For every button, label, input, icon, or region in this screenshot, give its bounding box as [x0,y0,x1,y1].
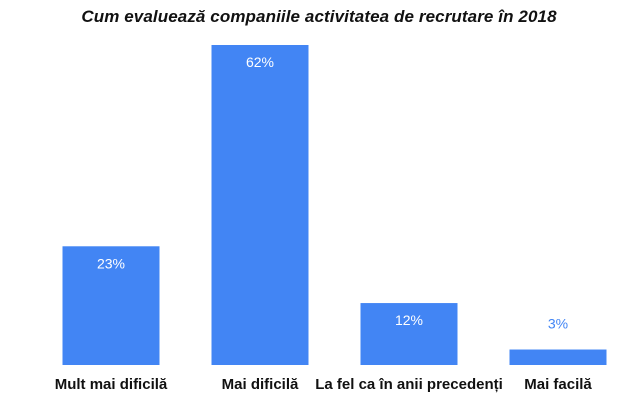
value-label-1: 62% [246,54,274,70]
value-label-0: 23% [97,255,125,271]
bar-1 [211,45,309,365]
value-label-2: 12% [395,312,423,328]
chart-title: Cum evaluează companiile activitatea de … [81,7,557,26]
bars-group [62,45,607,365]
bar-0 [62,246,160,365]
category-labels-group: Mult mai dificilă Mai dificilă La fel ca î… [55,376,593,393]
bar-3 [509,349,607,365]
category-label-1: Mai dificilă [222,376,299,393]
category-label-3: Mai facilă [524,376,592,393]
bar-2 [360,303,458,365]
value-labels-group: 23% 62% 12% 3% [97,54,568,332]
value-label-3: 3% [548,316,568,332]
category-label-0: Mult mai dificilă [55,376,168,393]
category-label-2: La fel ca în anii precedenți [315,376,503,393]
